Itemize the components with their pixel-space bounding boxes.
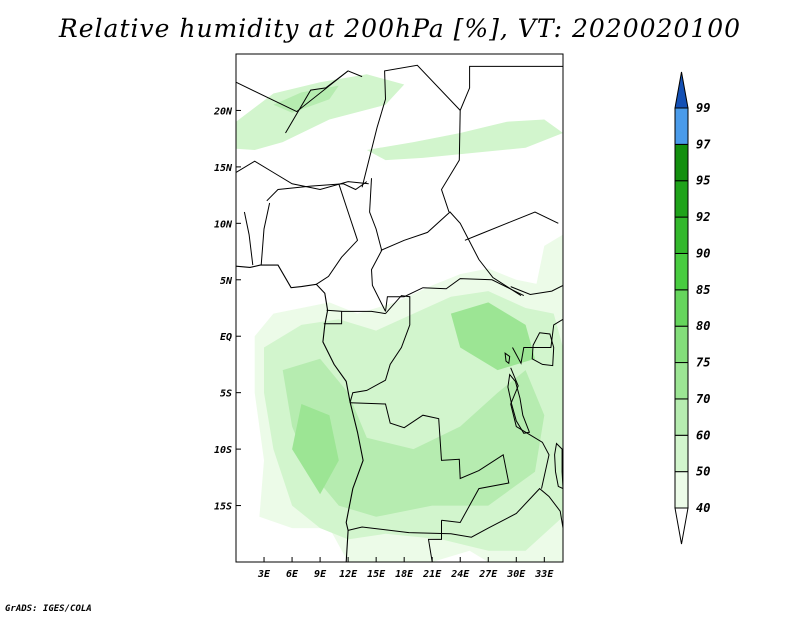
lakes [504,332,563,490]
map-frame [235,53,564,563]
country-border [440,65,563,213]
x-tick-label: 12E [339,569,358,580]
y-axis-ticks: 20N 15N 10N 5N EQ 5S 10S 15S [213,106,241,513]
humidity-area-humid-east-edge [535,234,563,292]
country-border [385,278,525,312]
grads-credit: GrADS: IGES/COLA [5,604,92,614]
lake-outline [507,373,531,434]
humidity-area-humid-south-core-3 [292,404,339,495]
humidity-area-humid-south-core-2 [450,302,535,371]
colorbar-segment [674,143,689,182]
colorbar-segment [674,471,689,509]
humidity-area-humid-northeast [366,119,563,161]
country-border [326,309,386,315]
colorbar-label: 50 [696,465,710,479]
country-border [323,311,343,325]
country-border [349,402,510,524]
country-border [361,64,461,188]
y-tick-label: 5S [220,389,232,400]
colorbar-label: 75 [696,356,710,370]
colorbar-segment [674,362,689,400]
y-tick-label: 10S [214,445,232,456]
country-border [510,284,563,296]
colorbar-label: 80 [696,319,710,333]
lake-outline [554,442,563,490]
colorbar-segment [674,180,689,218]
colorbar-label: 95 [696,174,710,188]
chart-title: Relative humidity at 200hPa [%], VT: 202… [58,14,742,43]
colorbar-label: 40 [696,501,710,515]
y-tick-label: 10N [214,219,233,230]
colorbar-segment [674,289,689,327]
country-border [266,181,368,202]
colorbar-upper-triangle [674,71,689,109]
country-border [236,70,363,113]
humidity-area-humid-south-core [282,358,545,517]
y-tick-label: 15S [214,502,232,513]
country-border [260,202,271,266]
x-tick-label: 30E [506,569,526,580]
y-tick-label: EQ [220,332,232,343]
country-border [316,183,359,285]
country-border [464,211,559,241]
colorbar-label: 92 [696,210,710,224]
colorbar-segment [674,216,689,254]
country-borders [236,64,563,562]
x-tick-label: 24E [450,569,470,580]
x-axis-ticks: 3E 6E 9E 12E 15E 18E 21E 24E 27E 30E 33E [257,557,554,580]
country-border [285,70,349,134]
x-tick-label: 3E [257,569,271,580]
country-border [512,318,563,365]
x-tick-label: 6E [286,569,299,580]
country-border [347,487,563,538]
y-tick-label: 15N [214,163,233,174]
colorbar-label: 85 [696,283,710,297]
country-border [510,367,550,489]
coastline [236,264,364,562]
lake-outline [531,332,555,367]
y-tick-label: 20N [213,106,233,117]
country-border [349,295,411,403]
x-tick-label: 33E [534,569,554,580]
colorbar: 40 50 60 70 75 80 85 90 92 95 97 99 [674,71,711,545]
x-tick-label: 15E [367,569,386,580]
country-border [427,520,442,562]
colorbar-segment [674,434,689,473]
coastline-segment [236,264,364,562]
country-border [243,211,254,266]
colorbar-label: 97 [696,137,711,151]
x-tick-label: 21E [422,569,442,580]
y-tick-label: 5N [220,276,233,287]
humidity-area-humid-north [236,74,405,150]
country-border [236,160,369,191]
colorbar-label: 70 [696,392,710,406]
x-tick-label: 27E [478,569,498,580]
colorbar-segment [674,107,689,145]
colorbar-segment [674,252,689,291]
country-border [380,211,522,297]
colorbar-segment [674,398,689,436]
colorbar-segment [674,325,689,364]
colorbar-label: 99 [696,101,710,115]
x-tick-label: 9E [314,569,327,580]
colorbar-lower-triangle [674,507,689,545]
colorbar-label: 90 [696,246,710,260]
colorbar-label: 60 [696,428,710,442]
x-tick-label: 18E [395,569,414,580]
humidity-area-humid-north-core [273,85,339,113]
lake-outline [504,352,511,365]
